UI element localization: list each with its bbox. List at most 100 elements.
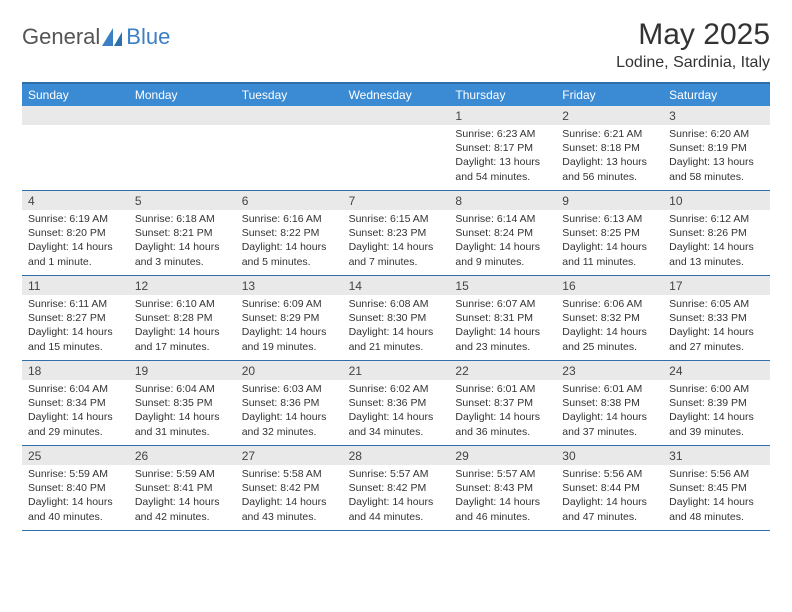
day-body: Sunrise: 5:59 AMSunset: 8:40 PMDaylight:… bbox=[22, 465, 129, 530]
day-cell: 19Sunrise: 6:04 AMSunset: 8:35 PMDayligh… bbox=[129, 361, 236, 445]
weekday-header: Thursday bbox=[449, 84, 556, 106]
day-cell: 29Sunrise: 5:57 AMSunset: 8:43 PMDayligh… bbox=[449, 446, 556, 530]
day-daylight1: Daylight: 14 hours bbox=[349, 495, 444, 509]
day-daylight2: and 36 minutes. bbox=[455, 425, 550, 439]
day-body: Sunrise: 6:04 AMSunset: 8:34 PMDaylight:… bbox=[22, 380, 129, 445]
day-daylight1: Daylight: 14 hours bbox=[242, 410, 337, 424]
day-cell: 26Sunrise: 5:59 AMSunset: 8:41 PMDayligh… bbox=[129, 446, 236, 530]
day-body: Sunrise: 5:56 AMSunset: 8:45 PMDaylight:… bbox=[663, 465, 770, 530]
day-cell: 15Sunrise: 6:07 AMSunset: 8:31 PMDayligh… bbox=[449, 276, 556, 360]
day-body: Sunrise: 6:04 AMSunset: 8:35 PMDaylight:… bbox=[129, 380, 236, 445]
day-sunrise: Sunrise: 5:56 AM bbox=[669, 467, 764, 481]
day-sunset: Sunset: 8:22 PM bbox=[242, 226, 337, 240]
day-sunrise: Sunrise: 6:02 AM bbox=[349, 382, 444, 396]
day-sunrise: Sunrise: 6:00 AM bbox=[669, 382, 764, 396]
day-number: 5 bbox=[129, 191, 236, 210]
day-sunrise: Sunrise: 6:01 AM bbox=[455, 382, 550, 396]
day-number: 16 bbox=[556, 276, 663, 295]
day-cell: 31Sunrise: 5:56 AMSunset: 8:45 PMDayligh… bbox=[663, 446, 770, 530]
day-number: 7 bbox=[343, 191, 450, 210]
day-body: Sunrise: 6:01 AMSunset: 8:38 PMDaylight:… bbox=[556, 380, 663, 445]
day-daylight1: Daylight: 14 hours bbox=[28, 495, 123, 509]
day-sunrise: Sunrise: 5:58 AM bbox=[242, 467, 337, 481]
day-daylight1: Daylight: 13 hours bbox=[562, 155, 657, 169]
day-cell: 4Sunrise: 6:19 AMSunset: 8:20 PMDaylight… bbox=[22, 191, 129, 275]
day-number: 6 bbox=[236, 191, 343, 210]
day-sunrise: Sunrise: 6:03 AM bbox=[242, 382, 337, 396]
day-sunrise: Sunrise: 6:09 AM bbox=[242, 297, 337, 311]
day-number: 21 bbox=[343, 361, 450, 380]
calendar-page: General Blue May 2025 Lodine, Sardinia, … bbox=[0, 0, 792, 531]
day-cell: 6Sunrise: 6:16 AMSunset: 8:22 PMDaylight… bbox=[236, 191, 343, 275]
day-cell: 11Sunrise: 6:11 AMSunset: 8:27 PMDayligh… bbox=[22, 276, 129, 360]
day-sunrise: Sunrise: 6:04 AM bbox=[28, 382, 123, 396]
day-daylight2: and 7 minutes. bbox=[349, 255, 444, 269]
day-daylight1: Daylight: 14 hours bbox=[669, 325, 764, 339]
day-body: Sunrise: 6:11 AMSunset: 8:27 PMDaylight:… bbox=[22, 295, 129, 360]
day-daylight2: and 13 minutes. bbox=[669, 255, 764, 269]
day-number: 17 bbox=[663, 276, 770, 295]
day-number: 30 bbox=[556, 446, 663, 465]
day-sunset: Sunset: 8:19 PM bbox=[669, 141, 764, 155]
day-number: 3 bbox=[663, 106, 770, 125]
day-daylight2: and 29 minutes. bbox=[28, 425, 123, 439]
day-daylight2: and 32 minutes. bbox=[242, 425, 337, 439]
day-sunset: Sunset: 8:38 PM bbox=[562, 396, 657, 410]
day-cell: 9Sunrise: 6:13 AMSunset: 8:25 PMDaylight… bbox=[556, 191, 663, 275]
day-cell: 24Sunrise: 6:00 AMSunset: 8:39 PMDayligh… bbox=[663, 361, 770, 445]
day-daylight2: and 54 minutes. bbox=[455, 170, 550, 184]
day-sunrise: Sunrise: 6:11 AM bbox=[28, 297, 123, 311]
day-sunset: Sunset: 8:43 PM bbox=[455, 481, 550, 495]
day-daylight1: Daylight: 14 hours bbox=[242, 240, 337, 254]
day-sunset: Sunset: 8:29 PM bbox=[242, 311, 337, 325]
day-number: 4 bbox=[22, 191, 129, 210]
day-daylight1: Daylight: 14 hours bbox=[349, 240, 444, 254]
day-sunset: Sunset: 8:27 PM bbox=[28, 311, 123, 325]
day-sunset: Sunset: 8:23 PM bbox=[349, 226, 444, 240]
day-daylight2: and 17 minutes. bbox=[135, 340, 230, 354]
day-body: Sunrise: 6:12 AMSunset: 8:26 PMDaylight:… bbox=[663, 210, 770, 275]
day-sunset: Sunset: 8:28 PM bbox=[135, 311, 230, 325]
day-number: 23 bbox=[556, 361, 663, 380]
day-number bbox=[343, 106, 450, 125]
day-daylight1: Daylight: 14 hours bbox=[562, 410, 657, 424]
day-cell: 1Sunrise: 6:23 AMSunset: 8:17 PMDaylight… bbox=[449, 106, 556, 190]
day-sunset: Sunset: 8:31 PM bbox=[455, 311, 550, 325]
day-sunset: Sunset: 8:42 PM bbox=[242, 481, 337, 495]
day-body bbox=[236, 125, 343, 133]
day-sunrise: Sunrise: 6:23 AM bbox=[455, 127, 550, 141]
day-body: Sunrise: 6:21 AMSunset: 8:18 PMDaylight:… bbox=[556, 125, 663, 190]
weekday-header: Tuesday bbox=[236, 84, 343, 106]
day-body: Sunrise: 6:01 AMSunset: 8:37 PMDaylight:… bbox=[449, 380, 556, 445]
day-body: Sunrise: 6:02 AMSunset: 8:36 PMDaylight:… bbox=[343, 380, 450, 445]
day-daylight2: and 47 minutes. bbox=[562, 510, 657, 524]
weekday-header-row: Sunday Monday Tuesday Wednesday Thursday… bbox=[22, 84, 770, 106]
day-body bbox=[22, 125, 129, 133]
day-sunrise: Sunrise: 6:14 AM bbox=[455, 212, 550, 226]
day-cell bbox=[236, 106, 343, 190]
day-daylight1: Daylight: 13 hours bbox=[455, 155, 550, 169]
day-sunrise: Sunrise: 5:59 AM bbox=[135, 467, 230, 481]
day-daylight2: and 44 minutes. bbox=[349, 510, 444, 524]
day-daylight2: and 56 minutes. bbox=[562, 170, 657, 184]
day-sunset: Sunset: 8:26 PM bbox=[669, 226, 764, 240]
day-cell: 20Sunrise: 6:03 AMSunset: 8:36 PMDayligh… bbox=[236, 361, 343, 445]
location-label: Lodine, Sardinia, Italy bbox=[616, 54, 770, 72]
weekday-header: Wednesday bbox=[343, 84, 450, 106]
weekday-header: Friday bbox=[556, 84, 663, 106]
day-body: Sunrise: 6:15 AMSunset: 8:23 PMDaylight:… bbox=[343, 210, 450, 275]
day-daylight2: and 9 minutes. bbox=[455, 255, 550, 269]
day-cell bbox=[22, 106, 129, 190]
day-daylight1: Daylight: 14 hours bbox=[349, 325, 444, 339]
day-number: 26 bbox=[129, 446, 236, 465]
weekday-header: Sunday bbox=[22, 84, 129, 106]
day-body bbox=[129, 125, 236, 133]
day-cell: 27Sunrise: 5:58 AMSunset: 8:42 PMDayligh… bbox=[236, 446, 343, 530]
day-sunrise: Sunrise: 6:12 AM bbox=[669, 212, 764, 226]
day-sunset: Sunset: 8:20 PM bbox=[28, 226, 123, 240]
day-sunrise: Sunrise: 6:08 AM bbox=[349, 297, 444, 311]
day-daylight2: and 23 minutes. bbox=[455, 340, 550, 354]
weekday-header: Monday bbox=[129, 84, 236, 106]
day-body: Sunrise: 6:03 AMSunset: 8:36 PMDaylight:… bbox=[236, 380, 343, 445]
day-number: 20 bbox=[236, 361, 343, 380]
